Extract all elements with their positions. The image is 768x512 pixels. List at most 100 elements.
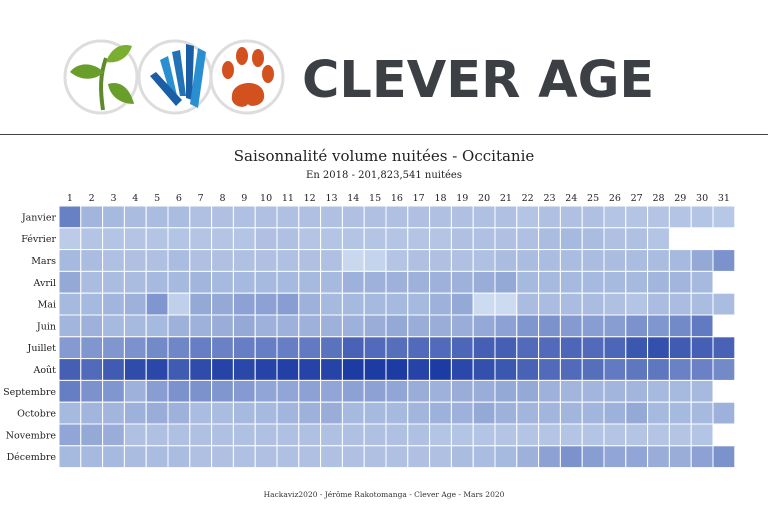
column-label: 25: [587, 193, 599, 204]
heatmap-cell: [559, 205, 583, 229]
heatmap-cell: [80, 205, 104, 229]
heatmap-cell: [712, 336, 736, 360]
heatmap-cell: [123, 445, 147, 469]
heatmap-cell: [538, 314, 561, 338]
heatmap-cell: [80, 401, 104, 425]
heatmap-cell: [603, 336, 627, 360]
column-label: 1: [67, 193, 73, 204]
heatmap-cell: [429, 445, 452, 469]
heatmap-cell: [298, 205, 322, 229]
heatmap-cell: [603, 358, 627, 381]
heatmap-cell: [407, 205, 431, 229]
heatmap-cell: [145, 358, 169, 381]
heatmap-cell: [320, 249, 343, 272]
heatmap-cell: [647, 292, 670, 316]
heatmap-cell: [276, 423, 300, 447]
heatmap-cell: [189, 401, 213, 425]
heatmap-cell: [625, 227, 649, 251]
heatmap-cell: [385, 270, 409, 294]
heatmap-cell: [58, 445, 82, 469]
heatmap-cell: [189, 379, 213, 403]
column-label: 14: [347, 193, 359, 204]
heatmap-cell: [516, 205, 540, 229]
heatmap-cell: [407, 379, 431, 403]
heatmap-cell: [232, 270, 256, 294]
heatmap-cell: [494, 401, 518, 425]
heatmap-cell: [167, 379, 191, 403]
heatmap-cell: [690, 423, 714, 447]
heatmap-cell: [211, 292, 234, 316]
heatmap-cell: [538, 270, 561, 294]
heatmap-cell: [385, 205, 409, 229]
heatmap-cell: [102, 423, 125, 447]
row-label: Décembre: [7, 452, 57, 463]
heatmap-cell: [690, 205, 714, 229]
heatmap-cell: [320, 270, 343, 294]
heatmap-cell: [516, 270, 540, 294]
heatmap-cell: [494, 292, 518, 316]
heatmap-cell: [516, 227, 540, 251]
heatmap-cell: [690, 358, 714, 381]
heatmap-cell: [559, 401, 583, 425]
heatmap-cell: [123, 358, 147, 381]
heatmap-cell: [80, 379, 104, 403]
heatmap-cell: [712, 445, 736, 469]
heatmap-cell: [232, 445, 256, 469]
heatmap-cell: [385, 379, 409, 403]
heatmap-cell: [625, 249, 649, 272]
heatmap-cell: [429, 401, 452, 425]
heatmap-cell: [145, 423, 169, 447]
heatmap-cell: [276, 445, 300, 469]
heatmap-cell: [407, 445, 431, 469]
footer-credit: Hackaviz2020 - Jérôme Rakotomanga - Clev…: [263, 490, 505, 499]
heatmap-cell: [472, 314, 496, 338]
heatmap-cell: [472, 358, 496, 381]
heatmap: 1 2 3 4 5 6 7 8 9 10 11 12 13 14 15 16 17 18 19 20 21 22 23 24 2…: [3, 193, 736, 469]
heatmap-cell: [581, 423, 605, 447]
heatmap-cell: [429, 379, 452, 403]
heatmap-cell: [123, 314, 147, 338]
heatmap-cell: [538, 423, 561, 447]
heatmap-cell: [407, 227, 431, 251]
heatmap-cell: [559, 423, 583, 447]
heatmap-cell: [690, 314, 714, 338]
heatmap-cell: [189, 292, 213, 316]
heatmap-cell: [712, 358, 736, 381]
heatmap-cell: [320, 423, 343, 447]
heatmap-cell: [450, 270, 474, 294]
heatmap-cell: [429, 336, 452, 360]
heatmap-cell: [385, 358, 409, 381]
heatmap-cell: [189, 358, 213, 381]
row-label: Mai: [38, 300, 56, 311]
heatmap-cell: [276, 249, 300, 272]
column-label: 31: [718, 193, 730, 204]
heatmap-cell: [58, 379, 82, 403]
heatmap-cell: [58, 249, 82, 272]
heatmap-cell: [603, 292, 627, 316]
heatmap-cell: [647, 445, 670, 469]
heatmap-cell: [538, 379, 561, 403]
heatmap-cell: [254, 423, 278, 447]
heatmap-cell: [341, 314, 365, 338]
column-label: 4: [132, 193, 138, 204]
heatmap-cell: [58, 423, 82, 447]
hands-icon: [137, 39, 213, 115]
heatmap-cell: [385, 423, 409, 447]
heatmap-cell: [211, 270, 234, 294]
heatmap-cell: [472, 292, 496, 316]
divider: [0, 134, 768, 135]
column-label: 30: [696, 193, 708, 204]
heatmap-cell: [494, 227, 518, 251]
heatmap-cell: [211, 314, 234, 338]
heatmap-cell: [429, 358, 452, 381]
heatmap-cell: [538, 445, 561, 469]
heatmap-cell: [211, 227, 234, 251]
heatmap-cell: [189, 270, 213, 294]
column-label: 16: [391, 193, 403, 204]
heatmap-cell: [341, 379, 365, 403]
heatmap-cell: [647, 205, 670, 229]
heatmap-cell: [320, 227, 343, 251]
heatmap-cell: [80, 270, 104, 294]
heatmap-cell: [363, 358, 387, 381]
heatmap-cell: [625, 445, 649, 469]
